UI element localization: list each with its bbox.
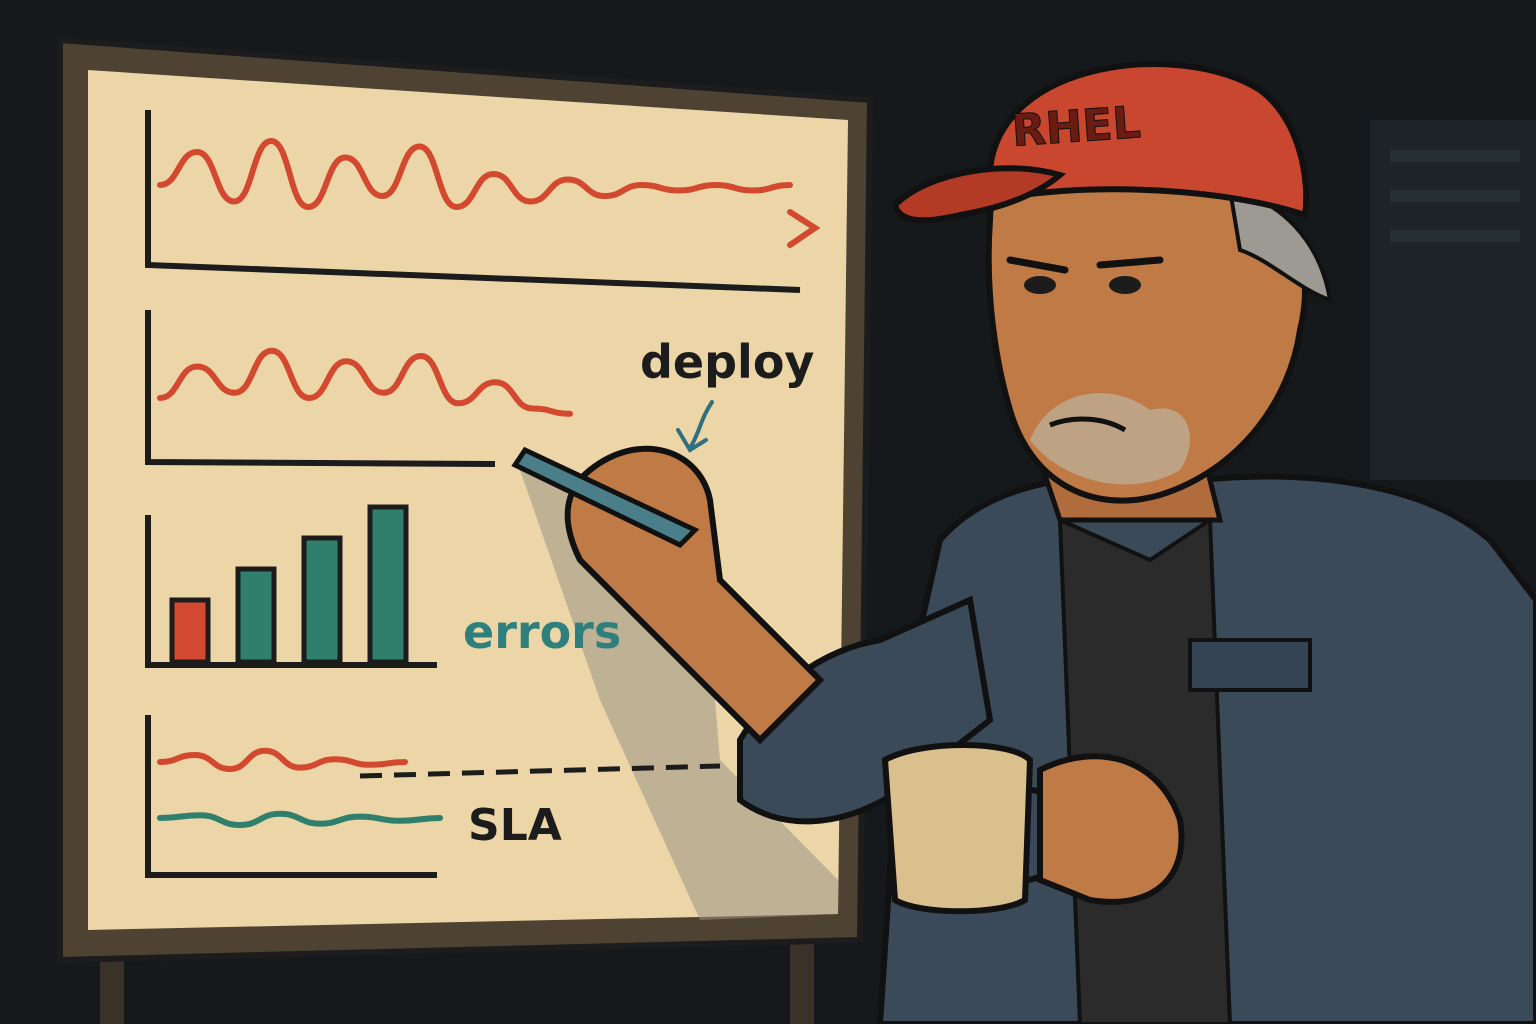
rack-slot <box>1390 150 1520 162</box>
marker-pen <box>511 446 700 549</box>
chart-3-bar <box>301 535 343 665</box>
chart-4-series-1-line <box>157 747 408 773</box>
chart-3-axes <box>145 515 437 668</box>
chart-4-series-2-line <box>157 810 443 829</box>
chart-3 <box>145 504 437 668</box>
chart-3-bars <box>169 504 409 665</box>
deploy-arrow <box>676 400 714 453</box>
chart-1 <box>145 110 821 293</box>
background-rack <box>1370 120 1536 480</box>
cap-logo-text: RHEL <box>1010 97 1142 157</box>
chart-2 <box>145 310 573 467</box>
right-eye <box>1109 276 1141 294</box>
cap-brim <box>891 165 1067 224</box>
holding-hand <box>1037 753 1185 905</box>
beard <box>1030 393 1190 485</box>
chart-4-axes <box>145 715 437 878</box>
whiteboard: deploy errors SLA <box>57 36 874 964</box>
mouth <box>1049 416 1127 433</box>
deploy-label: deploy <box>640 335 814 389</box>
chart-3-bar <box>235 566 277 665</box>
left-eye <box>1024 276 1056 294</box>
sla-label: SLA <box>468 800 562 851</box>
chart-4 <box>145 715 721 878</box>
chart-3-bar <box>169 597 211 665</box>
rack-slot <box>1390 230 1520 242</box>
chart-2-series-line <box>157 347 573 417</box>
rack-slot <box>1390 190 1520 202</box>
chart-1-series-line <box>157 137 793 211</box>
chart-4-threshold-dashed <box>359 763 721 779</box>
chart-2-axes <box>145 310 496 467</box>
cap-crown <box>987 61 1310 219</box>
chart-3-bar <box>367 504 409 665</box>
eyebrows <box>1006 256 1164 274</box>
board-leg-right <box>790 930 814 1024</box>
errors-label: errors <box>463 605 621 659</box>
coffee-mug <box>881 742 1034 915</box>
person: RHEL <box>511 61 1536 1024</box>
chart-1-arrowhead <box>787 209 821 248</box>
pocket <box>1188 638 1312 692</box>
chart-1-axes <box>145 110 801 293</box>
cap: RHEL <box>891 61 1310 224</box>
